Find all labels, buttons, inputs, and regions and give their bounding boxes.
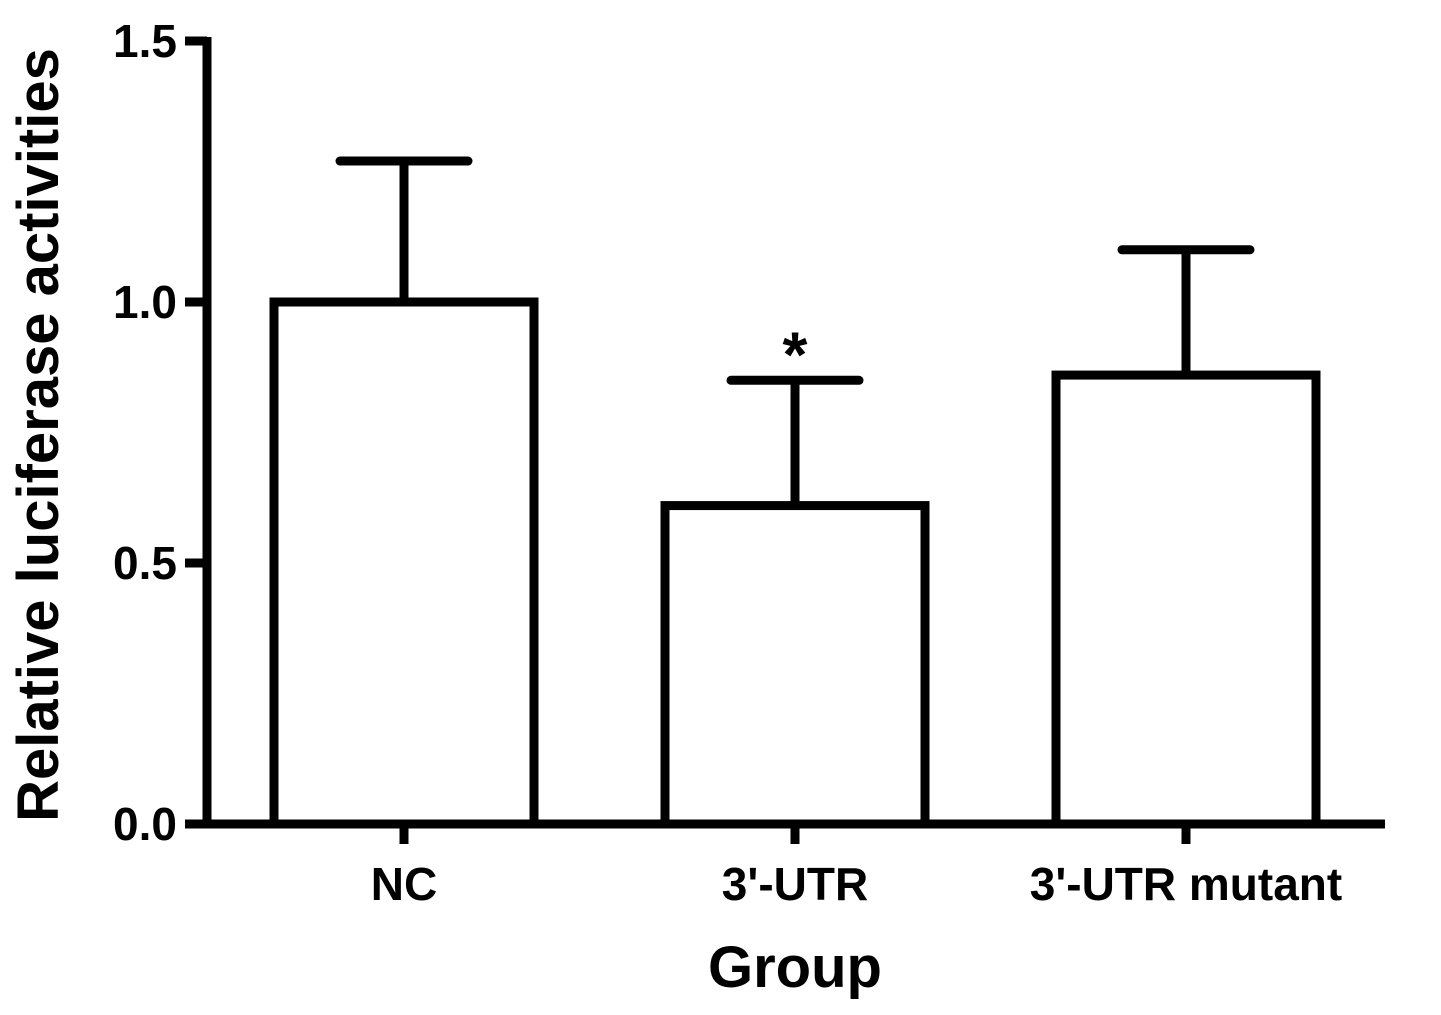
x-tick-label: 3'-UTR [722, 858, 868, 910]
x-axis-title: Group [708, 935, 882, 1000]
significance-marker: * [783, 318, 808, 390]
bar-0 [269, 297, 539, 829]
ticks [185, 36, 1191, 844]
y-tick-label: 1.0 [113, 276, 177, 328]
y-axis-title: Relative luciferase activities [6, 48, 71, 822]
error-bars [335, 156, 1255, 506]
labels: NC * 3'-UTR 3'-UTR mutant 0.0 0.5 1.0 1.5 [113, 15, 1342, 910]
y-tick-label: 0.0 [113, 798, 177, 850]
bar-1 [660, 501, 930, 829]
bar-2 [1051, 370, 1321, 829]
y-tick-label: 0.5 [113, 537, 177, 589]
y-tick-label: 1.5 [113, 15, 177, 67]
x-tick-label: NC [371, 858, 437, 910]
x-tick-label: 3'-UTR mutant [1030, 858, 1342, 910]
